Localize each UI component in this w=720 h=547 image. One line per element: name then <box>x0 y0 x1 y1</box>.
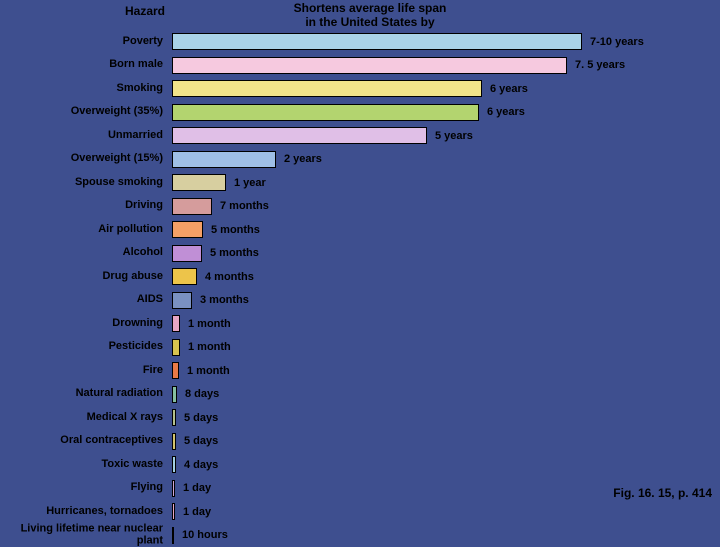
bar <box>172 362 179 379</box>
bar <box>172 527 174 544</box>
row-label: Flying <box>0 482 165 494</box>
row-value: 1 day <box>183 506 211 518</box>
chart-title: Shortens average life span in the United… <box>220 2 520 30</box>
row-label: Pesticides <box>0 341 165 353</box>
row-label: Drug abuse <box>0 271 165 283</box>
chart-row: Driving 7 months <box>0 195 720 219</box>
bar <box>172 480 175 497</box>
bar <box>172 33 582 50</box>
row-value: 4 days <box>184 459 218 471</box>
row-label: Smoking <box>0 83 165 95</box>
hazard-heading: Hazard <box>0 4 165 18</box>
bar <box>172 57 567 74</box>
chart-row: Overweight (35%) 6 years <box>0 101 720 125</box>
row-label: Natural radiation <box>0 388 165 400</box>
row-label: AIDS <box>0 294 165 306</box>
chart-row: Living lifetime near nuclear plant 10 hou… <box>0 524 720 547</box>
bar <box>172 80 482 97</box>
chart-row: Flying 1 day <box>0 477 720 501</box>
bar <box>172 409 176 426</box>
chart-row: Unmarried 5 years <box>0 124 720 148</box>
bar <box>172 245 202 262</box>
row-value: 1 day <box>183 482 211 494</box>
row-label: Poverty <box>0 36 165 48</box>
bar <box>172 315 180 332</box>
row-value: 7-10 years <box>590 36 644 48</box>
row-label: Living lifetime near nuclear plant <box>0 524 165 547</box>
row-value: 7. 5 years <box>575 59 625 71</box>
row-label: Overweight (35%) <box>0 106 165 118</box>
row-label: Oral contraceptives <box>0 435 165 447</box>
chart-row: Drowning 1 month <box>0 312 720 336</box>
row-label: Born male <box>0 59 165 71</box>
row-value: 5 months <box>211 224 260 236</box>
chart-row: Born male 7. 5 years <box>0 54 720 78</box>
row-label: Alcohol <box>0 247 165 259</box>
row-value: 1 year <box>234 177 266 189</box>
bar <box>172 198 212 215</box>
chart-row: Spouse smoking 1 year <box>0 171 720 195</box>
row-value: 1 month <box>188 341 231 353</box>
chart-row: Drug abuse 4 months <box>0 265 720 289</box>
bar <box>172 221 203 238</box>
row-value: 5 months <box>210 247 259 259</box>
row-label: Hurricanes, tornadoes <box>0 506 165 518</box>
bar <box>172 174 226 191</box>
row-label: Toxic waste <box>0 459 165 471</box>
row-label: Drowning <box>0 318 165 330</box>
row-value: 2 years <box>284 153 322 165</box>
row-label: Air pollution <box>0 224 165 236</box>
row-value: 5 days <box>184 435 218 447</box>
bar <box>172 503 175 520</box>
bar <box>172 292 192 309</box>
bar <box>172 127 427 144</box>
bar <box>172 151 276 168</box>
chart-row: Smoking 6 years <box>0 77 720 101</box>
chart-row: Natural radiation 8 days <box>0 383 720 407</box>
chart-rows: Poverty 7-10 years Born male 7. 5 years Smok… <box>0 30 720 547</box>
bar <box>172 104 479 121</box>
chart-row: Air pollution 5 months <box>0 218 720 242</box>
row-value: 10 hours <box>182 529 228 541</box>
row-label: Overweight (15%) <box>0 153 165 165</box>
row-label: Driving <box>0 200 165 212</box>
bar <box>172 456 176 473</box>
row-value: 7 months <box>220 200 269 212</box>
chart-row: Toxic waste 4 days <box>0 453 720 477</box>
chart-row: Pesticides 1 month <box>0 336 720 360</box>
row-value: 6 years <box>487 106 525 118</box>
chart-title-line1: Shortens average life span <box>294 1 447 15</box>
row-label: Unmarried <box>0 130 165 142</box>
row-value: 5 days <box>184 412 218 424</box>
row-value: 4 months <box>205 271 254 283</box>
chart-row: Poverty 7-10 years <box>0 30 720 54</box>
chart-title-line2: in the United States by <box>305 15 434 29</box>
row-value: 1 month <box>187 365 230 377</box>
row-value: 8 days <box>185 388 219 400</box>
chart-row: AIDS 3 months <box>0 289 720 313</box>
row-value: 5 years <box>435 130 473 142</box>
bar <box>172 268 197 285</box>
chart-row: Oral contraceptives 5 days <box>0 430 720 454</box>
chart-row: Medical X rays 5 days <box>0 406 720 430</box>
row-label: Spouse smoking <box>0 177 165 189</box>
bar <box>172 386 177 403</box>
bar <box>172 339 180 356</box>
chart-row: Fire 1 month <box>0 359 720 383</box>
chart-row: Hurricanes, tornadoes 1 day <box>0 500 720 524</box>
row-value: 1 month <box>188 318 231 330</box>
row-value: 3 months <box>200 294 249 306</box>
chart-row: Alcohol 5 months <box>0 242 720 266</box>
chart-row: Overweight (15%) 2 years <box>0 148 720 172</box>
row-label: Fire <box>0 365 165 377</box>
row-value: 6 years <box>490 83 528 95</box>
row-label: Medical X rays <box>0 412 165 424</box>
bar <box>172 433 176 450</box>
